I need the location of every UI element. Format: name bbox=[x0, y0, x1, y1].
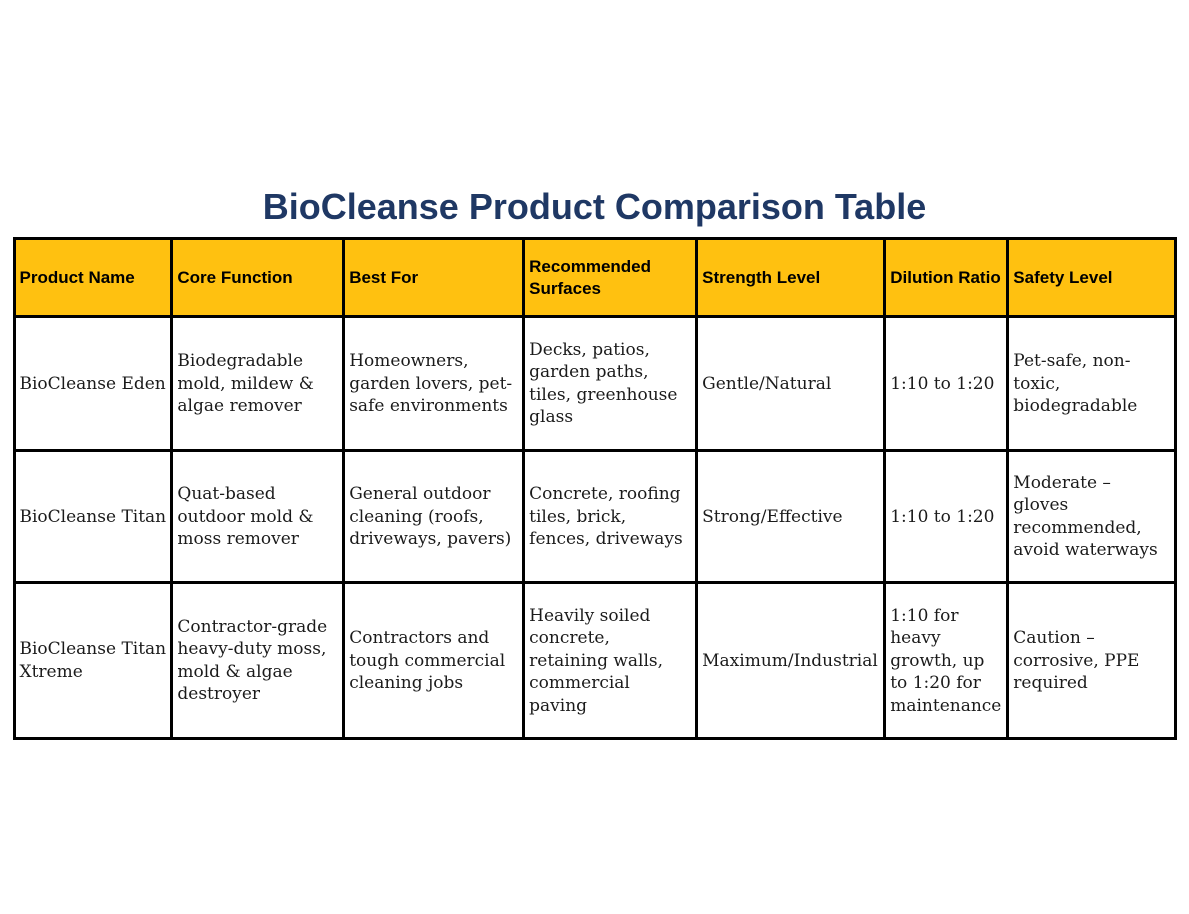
cell-core-function: Contractor-grade heavy-duty moss, mold &… bbox=[170, 581, 346, 741]
cell-best-for: Contractors and tough commercial cleanin… bbox=[342, 581, 526, 741]
cell-strength-level: Strong/Effective bbox=[695, 449, 887, 585]
cell-safety-level: Moderate – gloves recommended, avoid wat… bbox=[1006, 449, 1177, 585]
column-header-best-for: Best For bbox=[342, 237, 526, 319]
cell-strength-level: Gentle/Natural bbox=[695, 315, 887, 453]
column-header-dilution-ratio: Dilution Ratio bbox=[883, 237, 1010, 319]
cell-product-name: BioCleanse Titan Xtreme bbox=[12, 581, 174, 741]
column-header-recommended-surfaces: Recommended Surfaces bbox=[522, 237, 699, 319]
table-header-row: Product Name Core Function Best For Reco… bbox=[12, 237, 1177, 319]
cell-dilution-ratio: 1:10 for heavy growth, up to 1:20 for ma… bbox=[883, 581, 1010, 741]
cell-core-function: Quat-based outdoor mold & moss remover bbox=[170, 449, 346, 585]
column-header-core-function: Core Function bbox=[170, 237, 346, 319]
cell-safety-level: Caution – corrosive, PPE required bbox=[1006, 581, 1177, 741]
page-title: BioCleanse Product Comparison Table bbox=[262, 186, 927, 227]
cell-recommended-surfaces: Concrete, roofing tiles, brick, fences, … bbox=[522, 449, 699, 585]
cell-safety-level: Pet-safe, non-toxic, biodegradable bbox=[1006, 315, 1177, 453]
cell-dilution-ratio: 1:10 to 1:20 bbox=[883, 315, 1010, 453]
column-header-strength-level: Strength Level bbox=[695, 237, 887, 319]
cell-product-name: BioCleanse Titan bbox=[12, 449, 174, 585]
cell-dilution-ratio: 1:10 to 1:20 bbox=[883, 449, 1010, 585]
cell-strength-level: Maximum/Industrial bbox=[695, 581, 887, 741]
column-header-product-name: Product Name bbox=[12, 237, 174, 319]
cell-recommended-surfaces: Decks, patios, garden paths, tiles, gree… bbox=[522, 315, 699, 453]
cell-best-for: General outdoor cleaning (roofs, drivewa… bbox=[342, 449, 526, 585]
cell-product-name: BioCleanse Eden bbox=[12, 315, 174, 453]
table-row: BioCleanse Eden Biodegradable mold, mild… bbox=[12, 315, 1177, 453]
product-comparison-table: Product Name Core Function Best For Reco… bbox=[12, 237, 1177, 741]
cell-recommended-surfaces: Heavily soiled concrete, retaining walls… bbox=[522, 581, 699, 741]
cell-best-for: Homeowners, garden lovers, pet-safe envi… bbox=[342, 315, 526, 453]
table-row: BioCleanse Titan Xtreme Contractor-grade… bbox=[12, 581, 1177, 741]
cell-core-function: Biodegradable mold, mildew & algae remov… bbox=[170, 315, 346, 453]
table-row: BioCleanse Titan Quat-based outdoor mold… bbox=[12, 449, 1177, 585]
column-header-safety-level: Safety Level bbox=[1006, 237, 1177, 319]
